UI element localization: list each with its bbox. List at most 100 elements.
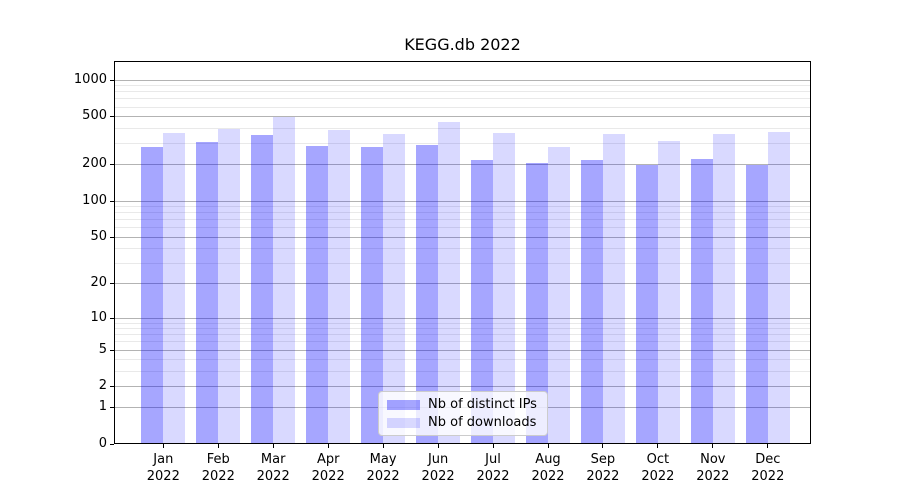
x-tick-mark (547, 444, 549, 448)
y-tick-mark (110, 444, 114, 445)
legend: Nb of distinct IPs Nb of downloads (378, 391, 548, 436)
legend-item-downloads: Nb of downloads (387, 415, 539, 430)
x-tick-year: 2022 (256, 469, 290, 484)
x-tick-label: Jun 2022 (403, 451, 473, 485)
x-tick-month: Jul (485, 452, 501, 467)
y-tick-mark (110, 79, 114, 81)
minor-gridline (114, 322, 811, 324)
minor-gridline (114, 370, 811, 372)
y-tick-label: 1 (98, 399, 107, 415)
x-tick-month: Sep (590, 452, 616, 467)
x-tick-year: 2022 (201, 469, 235, 484)
y-tick-label: 10 (90, 309, 107, 325)
y-tick-label: 20 (90, 275, 107, 291)
minor-gridline (114, 212, 811, 214)
bar-distinct-ips (141, 147, 164, 444)
minor-gridline (114, 206, 811, 208)
y-tick-label: 0 (98, 436, 107, 451)
x-tick-mark (217, 444, 219, 448)
y-tick-label: 2 (98, 378, 107, 394)
x-tick-month: Mar (260, 452, 286, 467)
bar-downloads (328, 130, 351, 444)
minor-gridline (114, 85, 811, 87)
x-tick-label: Feb 2022 (183, 451, 253, 485)
y-tick-mark (110, 116, 114, 118)
major-gridline (114, 200, 811, 202)
minor-gridline (114, 227, 811, 229)
y-tick-mark (110, 283, 114, 285)
x-tick-label: May 2022 (348, 451, 418, 485)
x-tick-month: Nov (700, 452, 726, 467)
minor-gridline (114, 328, 811, 330)
legend-item-distinct-ips: Nb of distinct IPs (387, 397, 539, 412)
bar-distinct-ips (416, 144, 439, 444)
x-tick-label: Nov 2022 (678, 451, 748, 485)
chart-title: KEGG.db 2022 (404, 35, 521, 54)
x-tick-year: 2022 (531, 469, 565, 484)
y-tick-label: 5 (98, 341, 107, 357)
plot-area (114, 61, 811, 444)
y-tick-mark (110, 349, 114, 351)
x-tick-mark (657, 444, 659, 448)
major-gridline (114, 164, 811, 166)
minor-gridline (114, 106, 811, 108)
x-tick-year: 2022 (311, 469, 345, 484)
minor-gridline (114, 341, 811, 343)
y-tick-label: 200 (82, 156, 107, 172)
x-tick-mark (437, 444, 439, 448)
minor-gridline (114, 91, 811, 93)
y-tick-mark (110, 236, 114, 238)
minor-gridline (114, 334, 811, 336)
x-tick-mark (602, 444, 604, 448)
x-tick-mark (712, 444, 714, 448)
y-tick-label: 500 (82, 108, 107, 124)
x-tick-label: Dec 2022 (733, 451, 803, 485)
y-tick-mark (110, 200, 114, 202)
bar-downloads (383, 133, 406, 444)
major-gridline (114, 349, 811, 351)
major-gridline (114, 283, 811, 285)
bar-distinct-ips (196, 142, 219, 444)
y-tick-label: 100 (82, 192, 107, 208)
major-gridline (114, 116, 811, 118)
legend-label-downloads: Nb of downloads (428, 415, 537, 430)
bar-downloads (438, 122, 461, 444)
x-tick-month: Jun (427, 452, 449, 467)
legend-swatch-distinct-ips (387, 399, 420, 410)
y-tick-mark (110, 317, 114, 319)
bar-downloads (493, 132, 515, 444)
x-tick-mark (767, 444, 769, 448)
x-tick-month: Dec (755, 452, 781, 467)
bar-distinct-ips (580, 159, 603, 444)
x-tick-year: 2022 (586, 469, 620, 484)
x-tick-label: Oct 2022 (623, 451, 693, 485)
x-tick-month: Aug (535, 452, 561, 467)
x-tick-label: Jul 2022 (458, 451, 528, 485)
x-tick-label: Jan 2022 (128, 451, 198, 485)
bar-distinct-ips (361, 146, 384, 444)
minor-gridline (114, 98, 811, 100)
x-tick-year: 2022 (696, 469, 730, 484)
x-tick-year: 2022 (421, 469, 455, 484)
x-tick-mark (327, 444, 329, 448)
major-gridline (114, 236, 811, 238)
major-gridline (114, 317, 811, 319)
bar-downloads (767, 131, 790, 444)
minor-gridline (114, 359, 811, 361)
bar-downloads (657, 141, 680, 444)
y-tick-mark (110, 407, 114, 409)
x-tick-month: May (369, 452, 397, 467)
y-tick-label: 1000 (73, 71, 107, 87)
x-tick-year: 2022 (366, 469, 400, 484)
bar-downloads (273, 117, 296, 444)
x-tick-month: Apr (316, 452, 340, 467)
bar-distinct-ips (745, 164, 768, 444)
bar-distinct-ips (306, 146, 329, 444)
major-gridline (114, 79, 811, 81)
x-tick-month: Oct (646, 452, 670, 467)
x-tick-label: Mar 2022 (238, 451, 308, 485)
bar-downloads (712, 133, 735, 444)
legend-label-distinct-ips: Nb of distinct IPs (428, 397, 537, 412)
y-tick-mark (110, 164, 114, 166)
